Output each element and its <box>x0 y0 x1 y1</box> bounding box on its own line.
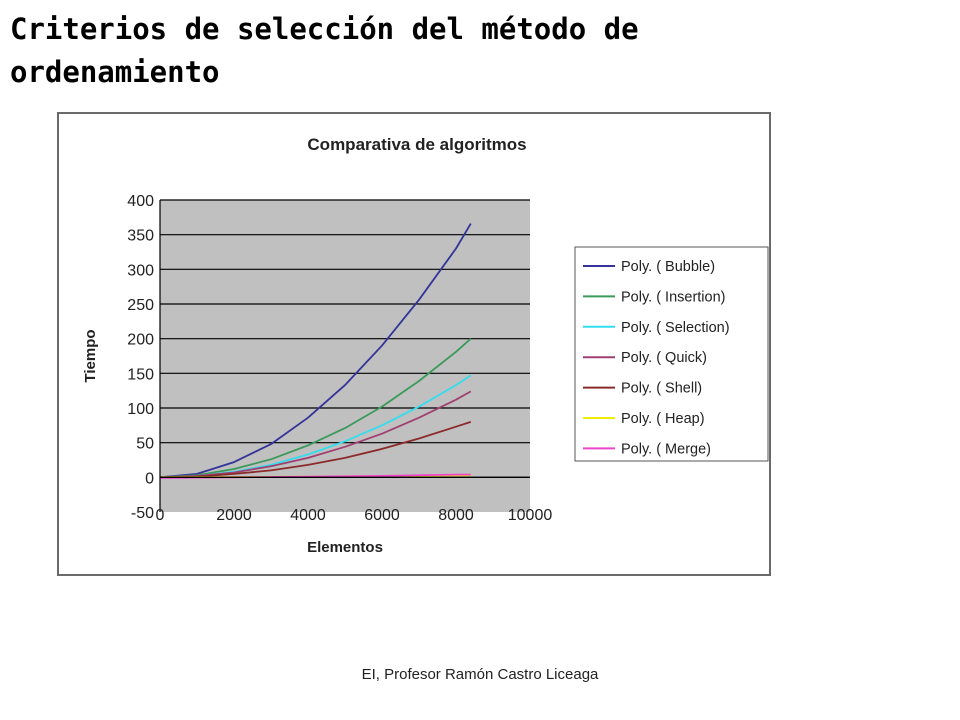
y-tick-label: 0 <box>145 470 154 487</box>
x-tick-label: 0 <box>156 507 165 524</box>
legend-entry: Poly. ( Heap) <box>621 411 705 427</box>
slide-footer: EI, Profesor Ramón Castro Liceaga <box>361 666 599 683</box>
x-tick-label: 4000 <box>290 507 326 524</box>
y-tick-label: 250 <box>127 297 154 314</box>
y-tick-label: 350 <box>127 228 154 245</box>
series-line-1 <box>159 223 472 479</box>
legend-box <box>574 246 769 462</box>
x-tick-label: 10000 <box>508 507 553 524</box>
y-axis-label: Tiempo <box>82 329 99 382</box>
x-axis-label: Elementos <box>307 539 383 556</box>
series-line-5 <box>159 421 472 479</box>
legend: Poly. ( Bubble) Poly. ( Insertion) Poly. (… <box>574 246 769 462</box>
legend-entry: Poly. ( Quick) <box>621 350 707 366</box>
legend-entry: Poly. ( Merge) <box>621 441 711 457</box>
x-tick-label: 8000 <box>438 507 474 524</box>
y-tick-label: 300 <box>127 262 154 279</box>
legend-entry: Poly. ( Bubble) <box>621 259 715 275</box>
legend-entry: Poly. ( Shell) <box>621 381 702 397</box>
y-tick-label: 200 <box>127 332 154 349</box>
y-tick-label: 400 <box>127 193 154 210</box>
legend-entry: Poly. ( Insertion) <box>621 289 726 305</box>
chart-frame: -50 0 50 100 150 200 250 300 350 400 0 2000 4000 600… <box>57 112 771 576</box>
gridlines <box>160 199 530 478</box>
series-lines <box>159 223 472 479</box>
y-tick-labels: -50 0 50 100 150 200 250 300 350 400 <box>127 193 154 522</box>
x-tick-labels: 0 2000 4000 6000 8000 10000 <box>156 507 553 524</box>
chart-title: Comparativa de algoritmos <box>307 135 526 154</box>
x-tick-label: 2000 <box>216 507 252 524</box>
series-line-2 <box>159 338 472 479</box>
legend-entry: Poly. ( Selection) <box>621 320 730 336</box>
axes <box>159 200 530 512</box>
slide-title: Criterios de selección del método de ord… <box>10 12 639 89</box>
y-tick-label: 50 <box>136 436 154 453</box>
plot-area <box>160 200 530 512</box>
series-line-4 <box>159 390 472 479</box>
y-tick-label: -50 <box>131 505 154 522</box>
y-tick-label: 100 <box>127 401 154 418</box>
y-tick-label: 150 <box>127 366 154 383</box>
x-tick-label: 6000 <box>364 507 400 524</box>
